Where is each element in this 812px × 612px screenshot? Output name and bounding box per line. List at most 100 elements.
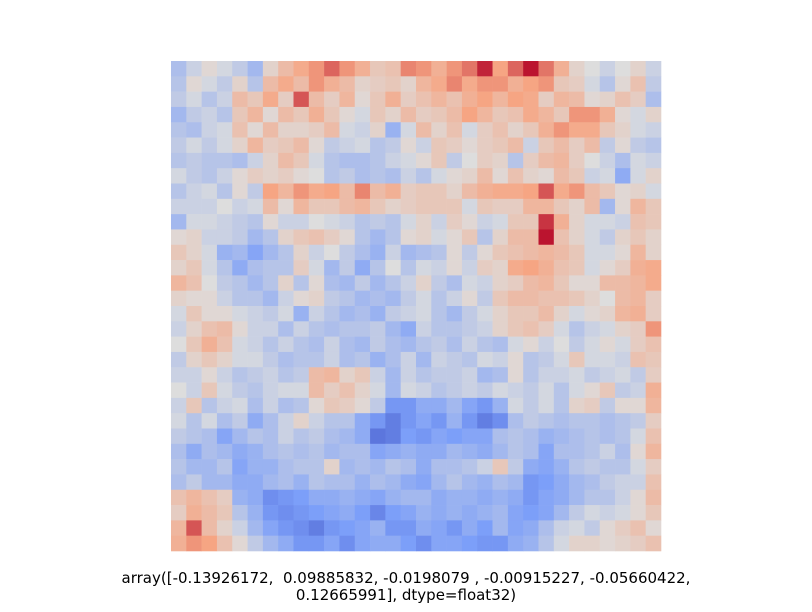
heatmap-cell-r9-c1 [186, 198, 202, 215]
heatmap-cell-r24-c18 [446, 428, 463, 445]
heatmap-cell-r2-c9 [308, 91, 325, 108]
heatmap-cell-r25-c9 [308, 443, 325, 460]
heatmap-cell-r6-c12 [354, 152, 371, 169]
heatmap-cell-r9-c26 [569, 198, 585, 215]
heatmap-cell-r29-c15 [400, 505, 417, 521]
heatmap-cell-r29-c1 [186, 505, 202, 521]
heatmap-cell-r24-c29 [615, 428, 631, 445]
heatmap-cell-r30-c17 [431, 520, 447, 536]
heatmap-cell-r10-c16 [416, 214, 432, 230]
heatmap-cell-r14-c24 [538, 275, 555, 291]
heatmap-cell-r21-c17 [431, 382, 447, 399]
heatmap-cell-r11-c13 [370, 229, 386, 246]
heatmap-cell-r20-c4 [232, 367, 248, 383]
heatmap-cell-r25-c14 [385, 443, 401, 460]
heatmap-cell-r23-c14 [385, 413, 401, 429]
heatmap-cell-r21-c31 [645, 382, 662, 399]
heatmap-cell-r17-c2 [201, 321, 218, 337]
heatmap-cell-r9-c12 [354, 198, 371, 215]
heatmap-cell-r3-c3 [216, 106, 233, 123]
heatmap-cell-r23-c1 [186, 413, 202, 429]
heatmap-cell-r12-c26 [569, 244, 585, 261]
heatmap-cell-r0-c1 [186, 61, 202, 77]
heatmap-cell-r24-c6 [262, 428, 279, 445]
heatmap-cell-r3-c8 [293, 106, 310, 123]
heatmap-cell-r29-c28 [599, 505, 616, 521]
heatmap-cell-r23-c0 [171, 413, 187, 429]
heatmap-cell-r22-c21 [492, 397, 509, 414]
heatmap-cell-r27-c5 [247, 474, 264, 491]
heatmap-cell-r22-c23 [523, 397, 539, 414]
heatmap-cell-r7-c24 [538, 168, 555, 184]
heatmap-cell-r7-c21 [492, 168, 509, 184]
heatmap-cell-r25-c30 [630, 443, 646, 460]
heatmap-cell-r24-c5 [247, 428, 264, 445]
heatmap-cell-r19-c29 [615, 351, 631, 368]
heatmap-cell-r1-c1 [186, 76, 202, 92]
heatmap-cell-r16-c18 [446, 306, 463, 322]
heatmap-cell-r17-c6 [262, 321, 279, 337]
heatmap-cell-r6-c27 [584, 152, 601, 169]
heatmap-cell-r2-c12 [354, 91, 371, 108]
heatmap-cell-r30-c9 [308, 520, 325, 536]
heatmap-cell-r29-c2 [201, 505, 218, 521]
heatmap-cell-r8-c2 [201, 183, 218, 200]
heatmap-cell-r15-c30 [630, 290, 646, 307]
heatmap-cell-r1-c21 [492, 76, 509, 92]
heatmap-cell-r18-c12 [354, 336, 371, 353]
heatmap-cell-r28-c28 [599, 489, 616, 506]
heatmap-cell-r22-c3 [216, 397, 233, 414]
heatmap-cell-r20-c1 [186, 367, 202, 383]
heatmap-cells [171, 61, 662, 552]
heatmap-cell-r8-c7 [278, 183, 294, 200]
heatmap-cell-r16-c5 [247, 306, 264, 322]
heatmap-cell-r3-c22 [507, 106, 524, 123]
heatmap-cell-r8-c21 [492, 183, 509, 200]
heatmap-cell-r13-c23 [523, 260, 539, 276]
heatmap-cell-r30-c10 [324, 520, 340, 536]
heatmap-cell-r19-c27 [584, 351, 601, 368]
heatmap-cell-r20-c5 [247, 367, 264, 383]
heatmap-cell-r22-c5 [247, 397, 264, 414]
heatmap-cell-r31-c31 [645, 535, 662, 552]
heatmap-cell-r20-c3 [216, 367, 233, 383]
heatmap-cell-r27-c13 [370, 474, 386, 491]
heatmap-cell-r28-c2 [201, 489, 218, 506]
heatmap-cell-r1-c0 [171, 76, 187, 92]
heatmap-cell-r5-c21 [492, 137, 509, 154]
heatmap-cell-r26-c9 [308, 459, 325, 475]
heatmap-cell-r3-c13 [370, 106, 386, 123]
heatmap-cell-r8-c30 [630, 183, 646, 200]
heatmap-cell-r27-c6 [262, 474, 279, 491]
heatmap-cell-r24-c10 [324, 428, 340, 445]
heatmap-cell-r1-c20 [477, 76, 493, 92]
heatmap-cell-r2-c20 [477, 91, 493, 108]
heatmap-cell-r6-c11 [339, 152, 356, 169]
heatmap-cell-r3-c28 [599, 106, 616, 123]
heatmap-cell-r26-c28 [599, 459, 616, 475]
heatmap-cell-r0-c8 [293, 61, 310, 77]
heatmap-cell-r7-c31 [645, 168, 662, 184]
heatmap-cell-r11-c28 [599, 229, 616, 246]
heatmap-cell-r10-c5 [247, 214, 264, 230]
heatmap-cell-r23-c26 [569, 413, 585, 429]
heatmap-cell-r3-c27 [584, 106, 601, 123]
heatmap-cell-r1-c24 [538, 76, 555, 92]
heatmap-cell-r3-c18 [446, 106, 463, 123]
heatmap-cell-r0-c21 [492, 61, 509, 77]
heatmap-cell-r17-c31 [645, 321, 662, 337]
heatmap-cell-r27-c10 [324, 474, 340, 491]
heatmap-cell-r9-c25 [553, 198, 570, 215]
heatmap-cell-r21-c23 [523, 382, 539, 399]
heatmap-cell-r3-c6 [262, 106, 279, 123]
heatmap-cell-r26-c27 [584, 459, 601, 475]
heatmap-cell-r6-c13 [370, 152, 386, 169]
heatmap-cell-r19-c30 [630, 351, 646, 368]
heatmap-cell-r6-c8 [293, 152, 310, 169]
heatmap-cell-r3-c21 [492, 106, 509, 123]
heatmap-cell-r6-c21 [492, 152, 509, 169]
heatmap-cell-r17-c28 [599, 321, 616, 337]
heatmap-cell-r14-c16 [416, 275, 432, 291]
heatmap-cell-r19-c31 [645, 351, 662, 368]
heatmap-cell-r9-c31 [645, 198, 662, 215]
